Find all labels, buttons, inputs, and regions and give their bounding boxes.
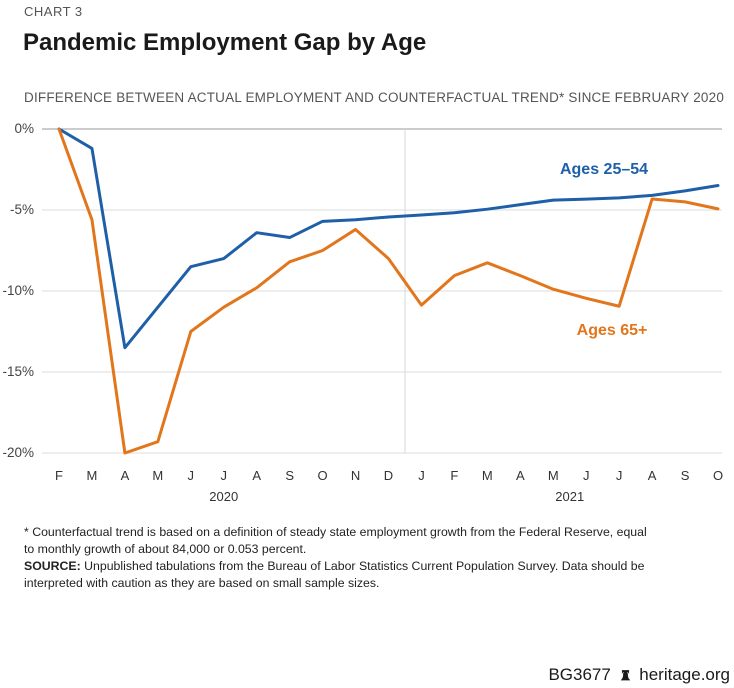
svg-text:-15%: -15% xyxy=(2,364,34,379)
svg-text:M: M xyxy=(482,468,493,483)
svg-text:M: M xyxy=(548,468,559,483)
svg-text:F: F xyxy=(55,468,63,483)
svg-text:J: J xyxy=(418,468,425,483)
svg-text:J: J xyxy=(583,468,590,483)
svg-text:-20%: -20% xyxy=(2,445,34,460)
svg-text:-5%: -5% xyxy=(10,202,34,217)
svg-text:J: J xyxy=(221,468,228,483)
svg-text:-10%: -10% xyxy=(2,283,34,298)
svg-text:N: N xyxy=(351,468,360,483)
svg-text:S: S xyxy=(285,468,294,483)
svg-text:D: D xyxy=(384,468,393,483)
svg-text:S: S xyxy=(681,468,690,483)
svg-text:A: A xyxy=(516,468,525,483)
svg-text:M: M xyxy=(152,468,163,483)
svg-text:2021: 2021 xyxy=(555,489,584,504)
svg-text:Ages 65+: Ages 65+ xyxy=(577,322,648,339)
svg-text:A: A xyxy=(252,468,261,483)
svg-text:A: A xyxy=(121,468,130,483)
svg-text:M: M xyxy=(87,468,98,483)
svg-text:J: J xyxy=(188,468,195,483)
svg-text:2020: 2020 xyxy=(209,489,238,504)
svg-text:O: O xyxy=(318,468,328,483)
svg-text:O: O xyxy=(713,468,723,483)
svg-text:A: A xyxy=(648,468,657,483)
svg-text:J: J xyxy=(616,468,623,483)
svg-text:Ages 25–54: Ages 25–54 xyxy=(560,161,648,178)
svg-text:0%: 0% xyxy=(14,121,34,136)
svg-text:F: F xyxy=(450,468,458,483)
